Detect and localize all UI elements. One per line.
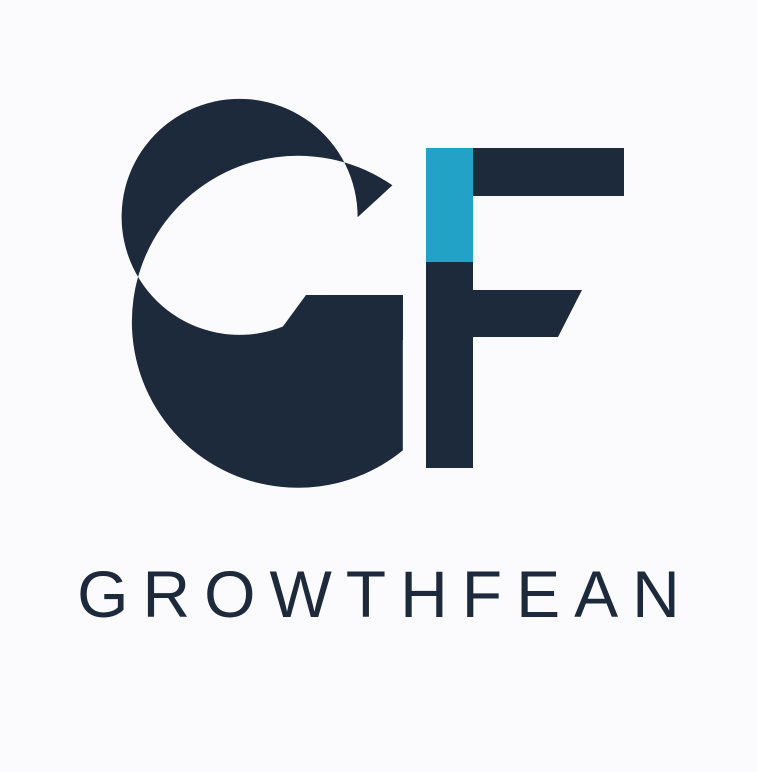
letter-f-accent-block [426,148,473,262]
letter-g-crossbar [273,295,403,340]
letter-g-arc [121,98,403,488]
letter-f-middle-bar [473,290,582,337]
brand-name-wordmark: GROWTHFEAN [77,557,694,631]
letter-f-top-bar [473,148,624,196]
letter-f-stem [426,262,473,468]
